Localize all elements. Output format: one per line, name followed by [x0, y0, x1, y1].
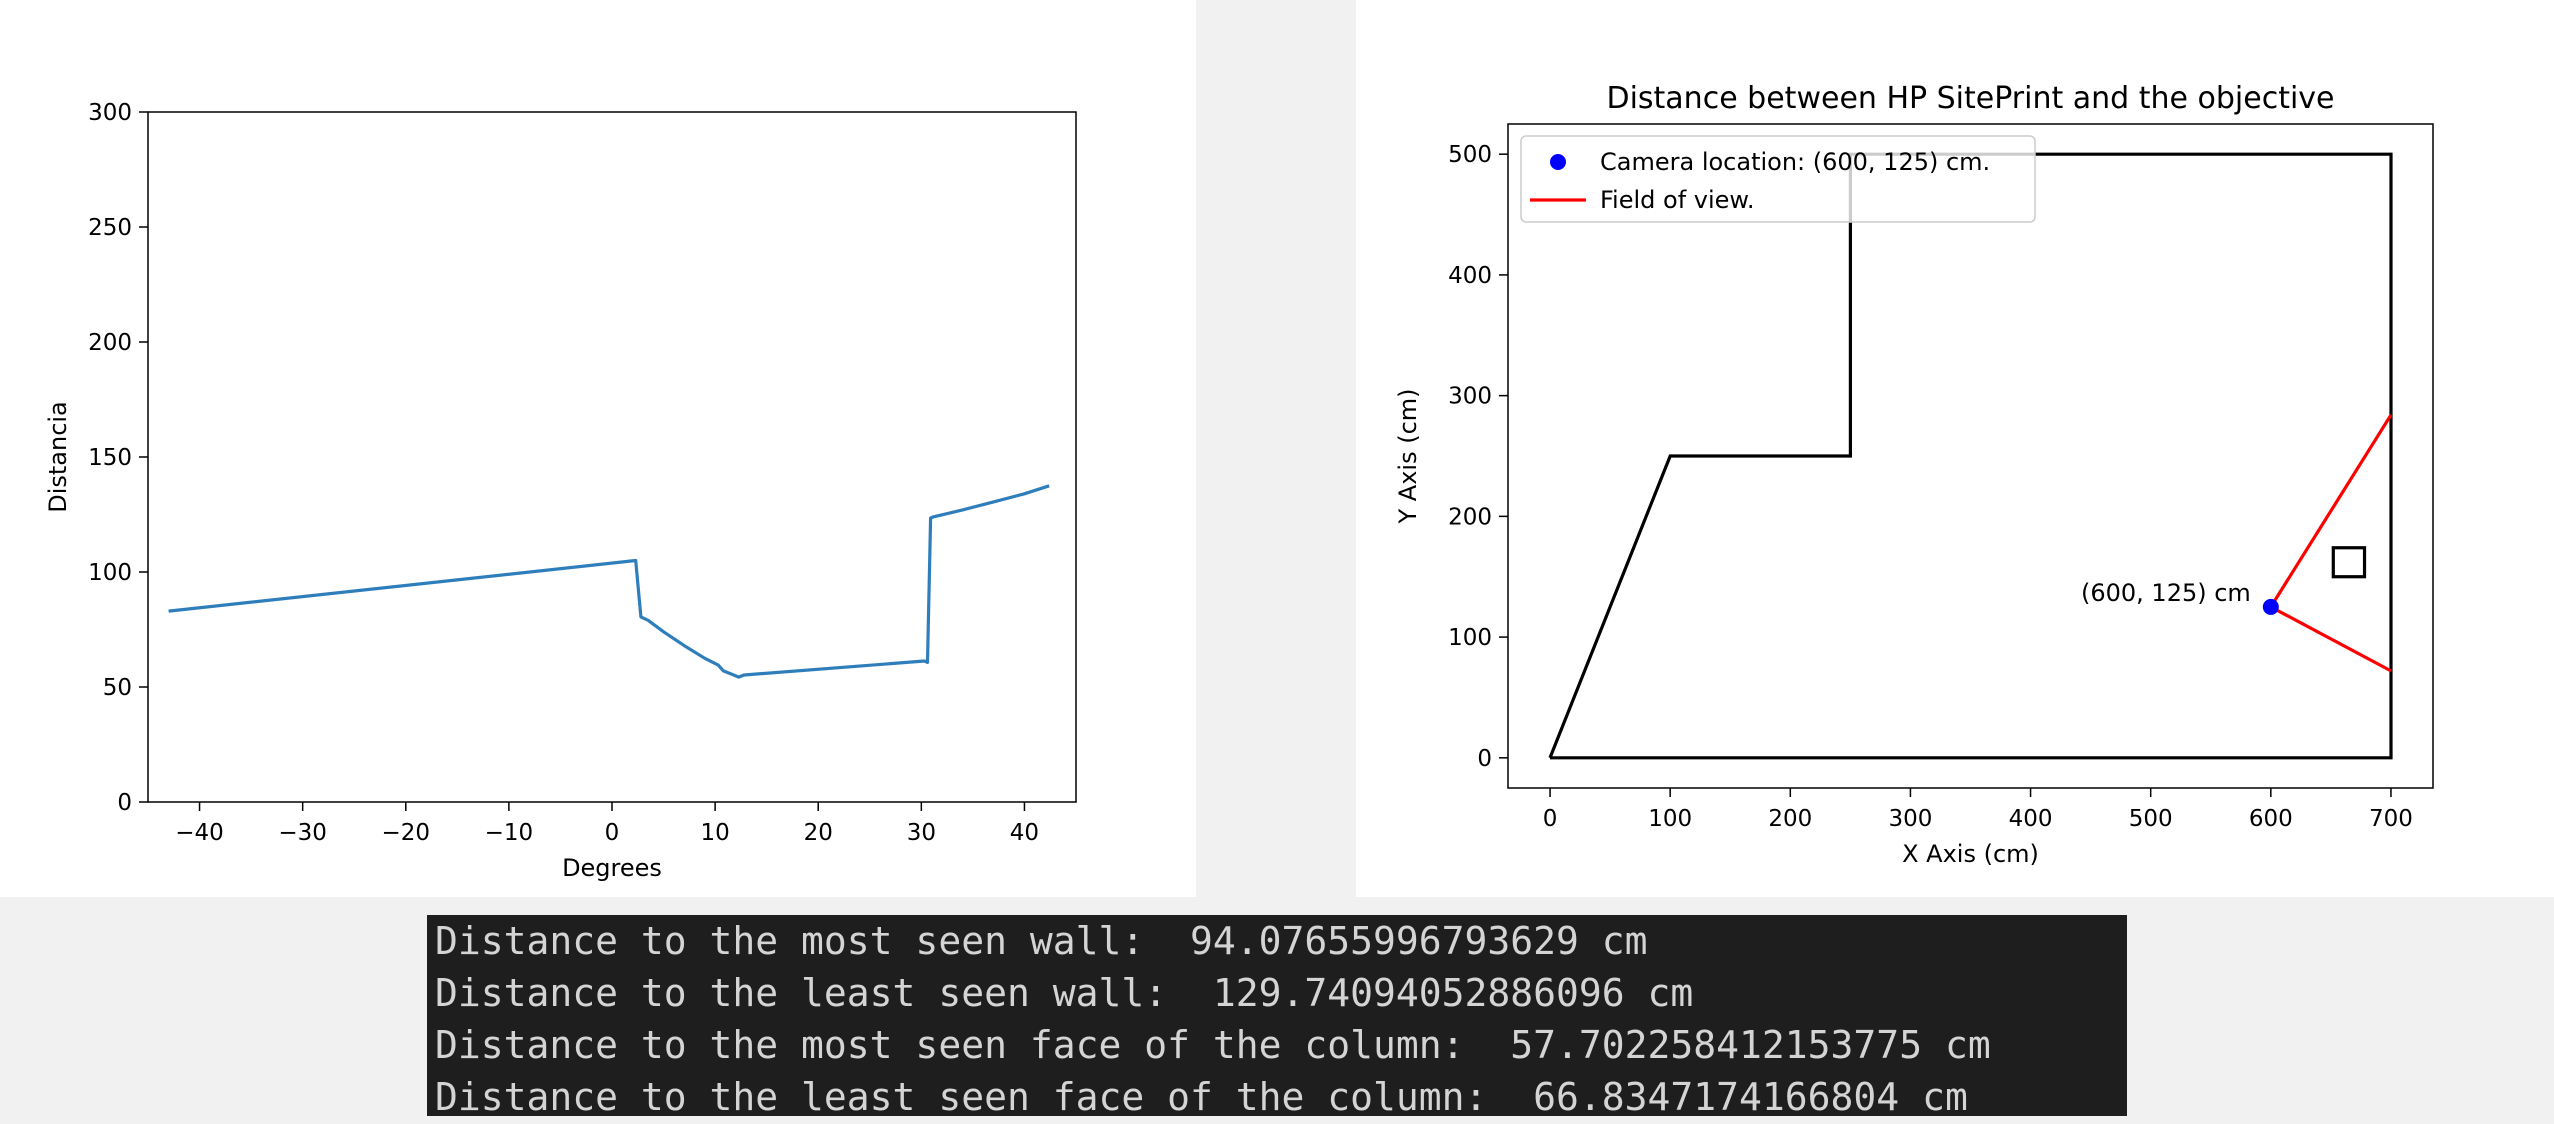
console-output: Distance to the most seen wall: 94.07655…	[427, 915, 2127, 1119]
x-tick-label: 600	[2249, 806, 2293, 832]
x-axis-label: Degrees	[562, 854, 662, 882]
x-tick-label: −30	[278, 820, 327, 846]
y-tick-label: 300	[88, 100, 132, 126]
column-square	[2331, 546, 2367, 579]
legend-camera-marker	[1550, 154, 1566, 170]
y-tick-label: 150	[88, 445, 132, 471]
y-axis-label: Distancia	[44, 401, 72, 513]
x-tick-label: 400	[2009, 806, 2053, 832]
room-outline	[1548, 152, 2393, 760]
x-tick-label: −10	[485, 820, 534, 846]
y-tick-label: 100	[1448, 625, 1492, 651]
y-tick-label: 100	[88, 560, 132, 586]
x-tick-label: 0	[605, 820, 620, 846]
plot-frame	[147, 111, 1077, 803]
y-tick-label: 50	[103, 675, 132, 701]
console-line-least-seen-column-face: Distance to the least seen face of the c…	[435, 1075, 1968, 1119]
x-tick-label: 100	[1648, 806, 1692, 832]
x-tick-label: 200	[1768, 806, 1812, 832]
y-tick-label: 200	[1448, 504, 1492, 530]
y-axis-label: Y Axis (cm)	[1394, 388, 1422, 524]
camera-location-point	[2262, 598, 2279, 615]
y-tick-label: 0	[1477, 746, 1492, 772]
legend-box	[1520, 135, 2036, 223]
console-line-least-seen-wall: Distance to the least seen wall: 129.740…	[435, 971, 1694, 1015]
chart-title: Distance between HP SitePrint and the ob…	[1606, 81, 2334, 116]
console-line-most-seen-wall: Distance to the most seen wall: 94.07655…	[435, 919, 1648, 963]
distance-vs-degrees-chart: −40 −30 −20 −10 0 10 20 30 40 0 50 100 150 200 250 300 D…	[44, 100, 1077, 882]
field-of-view-upper-line	[2269, 414, 2393, 608]
distance-series-line	[168, 484, 1050, 679]
x-tick-label: 700	[2369, 806, 2413, 832]
y-tick-label: 400	[1448, 263, 1492, 289]
x-tick-label: 10	[700, 820, 729, 846]
legend-fov-label: Field of view.	[1600, 186, 1754, 214]
legend-camera-label: Camera location: (600, 125) cm.	[1600, 148, 1990, 176]
x-tick-label: −20	[382, 820, 431, 846]
y-tick-label: 500	[1448, 142, 1492, 168]
plot-frame	[1507, 123, 2434, 789]
x-tick-label: 40	[1010, 820, 1039, 846]
y-tick-label: 300	[1448, 384, 1492, 410]
x-tick-label: 30	[907, 820, 936, 846]
x-tick-label: 500	[2129, 806, 2173, 832]
camera-annotation: (600, 125) cm	[2081, 579, 2251, 607]
field-of-view-lower-line	[2270, 605, 2392, 673]
x-tick-label: 0	[1543, 806, 1558, 832]
x-tick-label: −40	[175, 820, 224, 846]
x-tick-label: 300	[1888, 806, 1932, 832]
room-map-panel: Distance between HP SitePrint and the ob…	[1356, 0, 2554, 897]
x-tick-label: 20	[804, 820, 833, 846]
room-map-chart: Distance between HP SitePrint and the ob…	[1394, 81, 2434, 868]
console-line-most-seen-column-face: Distance to the most seen face of the co…	[435, 1023, 1991, 1067]
y-tick-label: 250	[88, 215, 132, 241]
y-tick-label: 200	[88, 330, 132, 356]
distance-chart-panel: −40 −30 −20 −10 0 10 20 30 40 0 50 100 150 200 250 300 D…	[0, 0, 1196, 897]
x-axis-label: X Axis (cm)	[1902, 840, 2039, 868]
y-tick-label: 0	[117, 790, 132, 816]
